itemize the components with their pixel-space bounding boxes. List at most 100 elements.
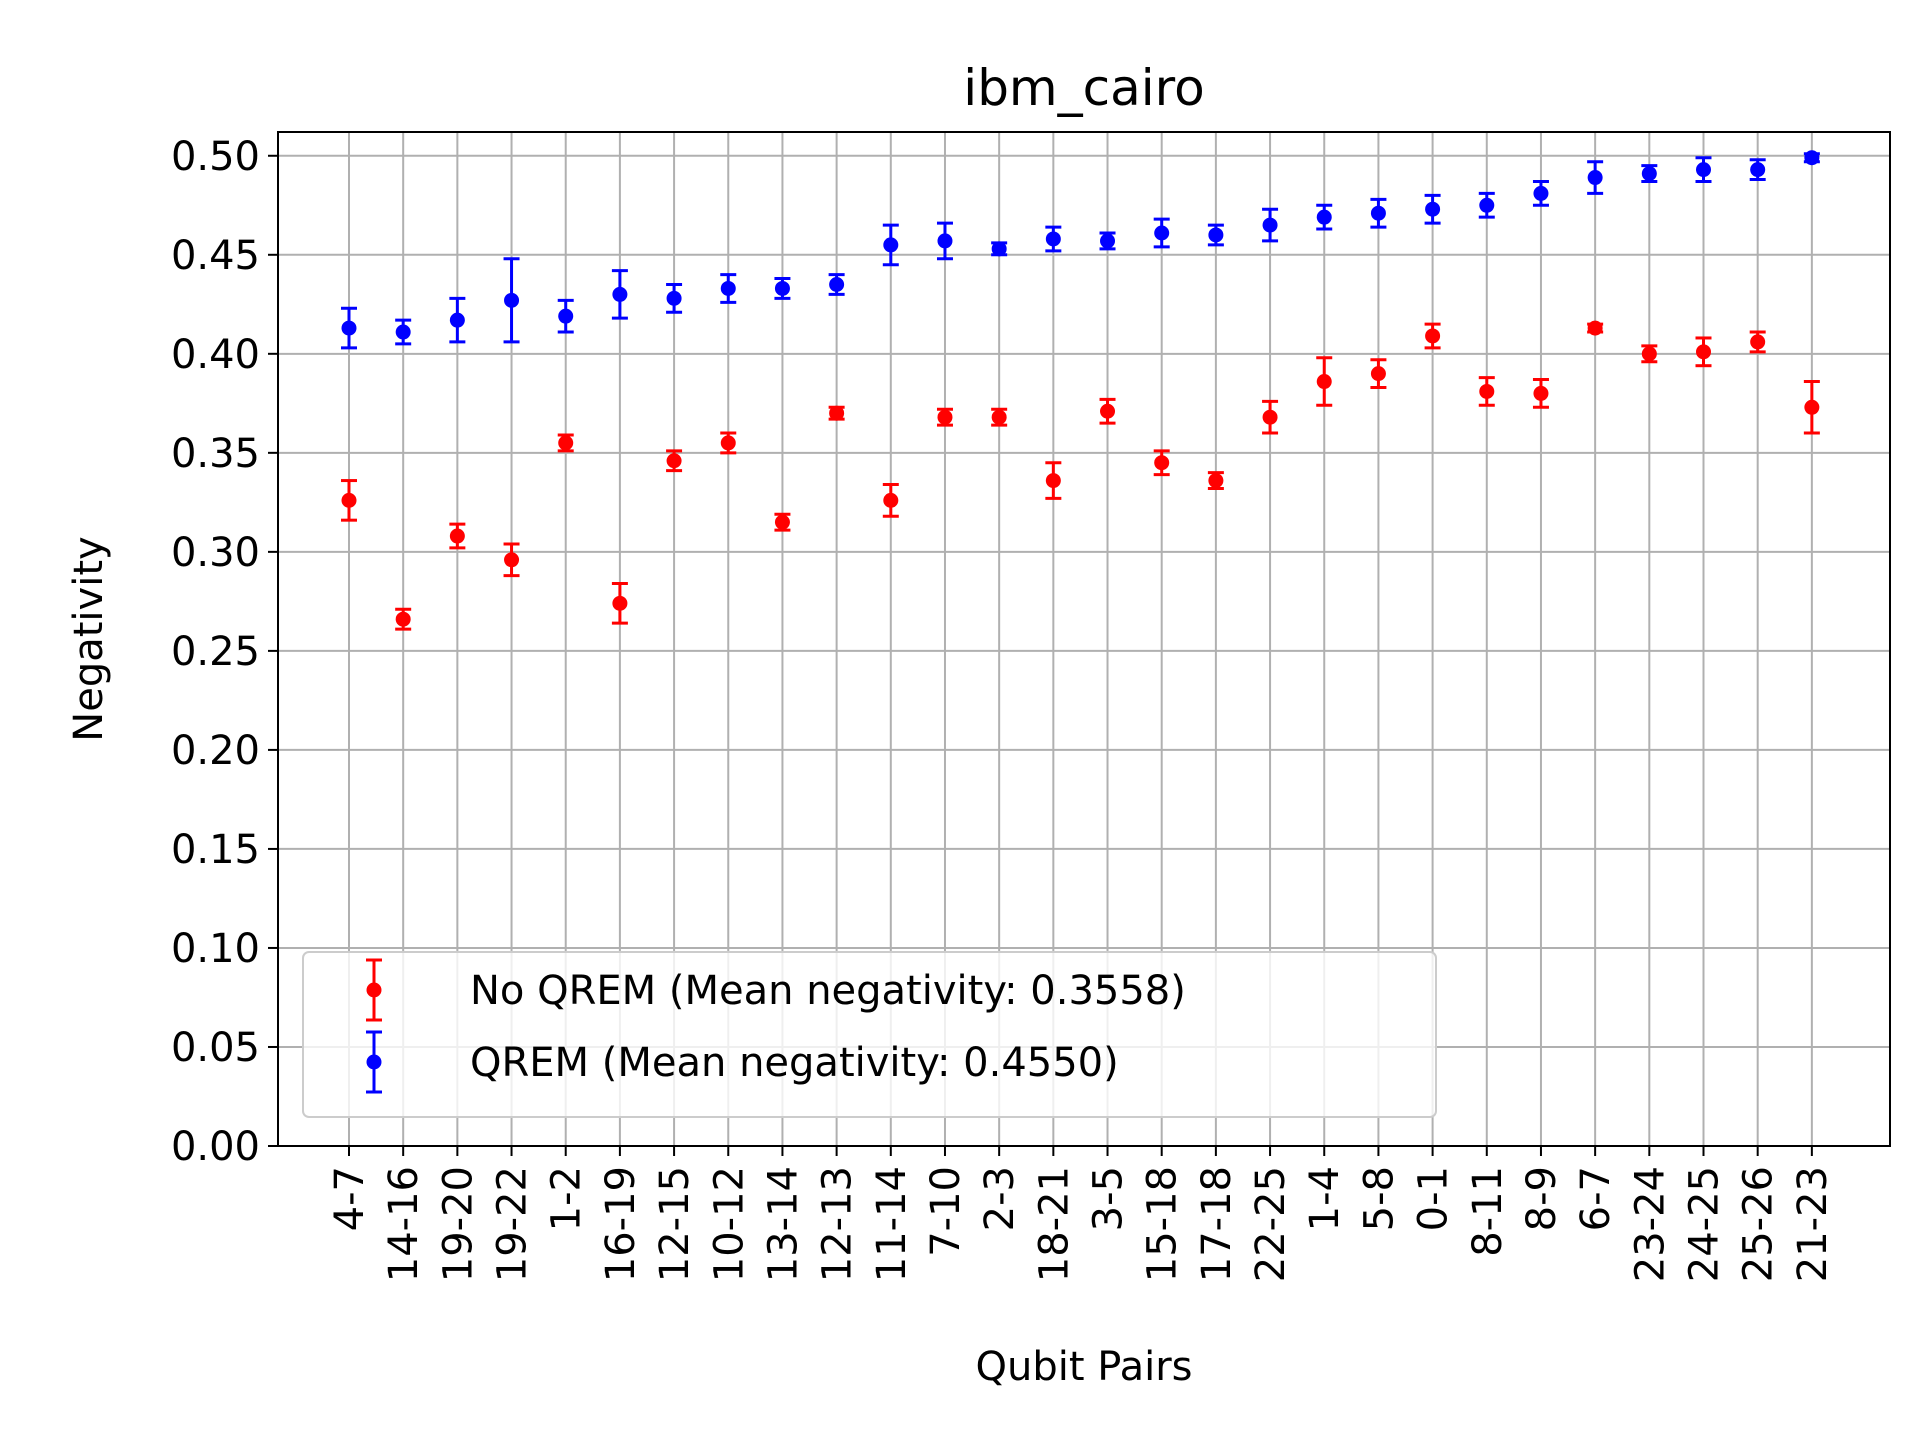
data-point <box>829 276 845 292</box>
x-tick-label: 11-14 <box>869 1166 915 1282</box>
legend-point-marker <box>366 982 382 998</box>
data-point <box>1045 473 1061 489</box>
y-tick-label: 0.10 <box>171 926 260 972</box>
data-point <box>1154 225 1170 241</box>
data-point <box>991 241 1007 257</box>
x-axis-label: Qubit Pairs <box>976 1344 1193 1390</box>
data-point <box>1100 233 1116 249</box>
y-tick-label: 0.40 <box>171 332 260 378</box>
x-tick-label: 22-25 <box>1248 1166 1294 1282</box>
data-point <box>991 409 1007 425</box>
data-point <box>1804 399 1820 415</box>
x-tick-label: 1-2 <box>544 1166 590 1231</box>
data-point <box>449 312 465 328</box>
data-point <box>1750 162 1766 178</box>
data-point <box>883 237 899 253</box>
y-tick-label: 0.15 <box>171 827 260 873</box>
data-point <box>666 290 682 306</box>
data-point <box>720 435 736 451</box>
x-tick-label: 12-15 <box>652 1166 698 1282</box>
data-point <box>612 286 628 302</box>
y-tick-label: 0.00 <box>171 1124 260 1170</box>
series-layer <box>341 150 1820 631</box>
x-tick-label: 14-16 <box>381 1166 427 1282</box>
x-tick-label: 17-18 <box>1194 1166 1240 1282</box>
x-axis: 4-7 14-16 19-20 19-22 1-2 16-19 12-15 10-12 13-1… <box>327 1146 1836 1282</box>
data-point <box>774 280 790 296</box>
data-point <box>341 320 357 336</box>
y-tick-label: 0.20 <box>171 728 260 774</box>
data-point <box>1208 473 1224 489</box>
x-tick-label: 7-10 <box>923 1166 969 1257</box>
x-tick-label: 6-7 <box>1573 1166 1619 1231</box>
x-tick-label: 24-25 <box>1682 1166 1728 1282</box>
data-point <box>1208 227 1224 243</box>
y-tick-label: 0.45 <box>171 233 260 279</box>
x-tick-label: 5-8 <box>1356 1166 1402 1231</box>
x-tick-label: 23-24 <box>1627 1166 1673 1282</box>
x-tick-label: 25-26 <box>1736 1166 1782 1282</box>
data-point <box>1045 231 1061 247</box>
x-tick-label: 12-13 <box>815 1166 861 1282</box>
x-tick-label: 10-12 <box>706 1166 752 1282</box>
series <box>341 150 1820 350</box>
y-tick-label: 0.05 <box>171 1025 260 1071</box>
data-point <box>1262 217 1278 233</box>
data-point <box>1100 403 1116 419</box>
data-point <box>720 280 736 296</box>
data-point <box>1370 205 1386 221</box>
data-point <box>504 292 520 308</box>
x-tick-label: 19-20 <box>435 1166 481 1282</box>
y-axis-label: Negativity <box>66 536 112 741</box>
y-tick-label: 0.50 <box>171 134 260 180</box>
data-point <box>1696 162 1711 178</box>
y-axis: 0.00 0.05 0.10 0.15 0.20 0.25 0.30 0.35 0.40 0.45… <box>171 134 278 1170</box>
data-point <box>1316 374 1332 390</box>
data-point <box>1316 209 1332 225</box>
x-tick-label: 1-4 <box>1302 1166 1348 1231</box>
data-point <box>1425 328 1441 344</box>
data-point <box>1425 201 1441 217</box>
series <box>341 320 1820 631</box>
legend-label: No QREM (Mean negativity: 0.3558) <box>470 968 1186 1014</box>
y-tick-label: 0.30 <box>171 530 260 576</box>
x-tick-label: 15-18 <box>1140 1166 1186 1282</box>
data-point <box>1696 344 1711 360</box>
data-point <box>504 552 520 568</box>
legend-box <box>302 951 1437 1118</box>
data-point <box>395 611 411 627</box>
data-point <box>395 324 411 340</box>
data-point <box>341 492 357 508</box>
data-point <box>1804 150 1820 166</box>
data-point <box>1533 185 1549 201</box>
data-point <box>666 453 682 469</box>
data-point <box>1262 409 1278 425</box>
data-point <box>937 409 953 425</box>
legend-entry: No QREM (Mean negativity: 0.3558) <box>366 958 1186 1022</box>
x-tick-label: 0-1 <box>1411 1166 1457 1231</box>
y-tick-label: 0.35 <box>171 431 260 477</box>
data-point <box>937 233 953 249</box>
data-point <box>1370 366 1386 382</box>
data-point <box>1479 383 1495 399</box>
data-point <box>449 528 465 544</box>
x-tick-label: 8-11 <box>1465 1166 1511 1257</box>
data-point <box>774 514 790 530</box>
data-point <box>883 492 899 508</box>
data-point <box>1154 455 1170 471</box>
x-tick-label: 19-22 <box>490 1166 536 1282</box>
data-point <box>1641 346 1657 362</box>
data-point <box>829 405 845 421</box>
x-tick-label: 16-19 <box>598 1166 644 1282</box>
data-point <box>612 595 628 611</box>
chart-title: ibm_cairo <box>963 59 1204 117</box>
x-tick-label: 2-3 <box>977 1166 1023 1231</box>
x-tick-label: 13-14 <box>760 1166 806 1282</box>
data-point <box>1587 320 1603 336</box>
legend-entry: QREM (Mean negativity: 0.4550) <box>366 1030 1119 1094</box>
data-point <box>1641 166 1657 182</box>
legend-point-marker <box>366 1054 382 1070</box>
x-tick-label: 18-21 <box>1031 1166 1077 1282</box>
legend-label: QREM (Mean negativity: 0.4550) <box>470 1040 1119 1086</box>
